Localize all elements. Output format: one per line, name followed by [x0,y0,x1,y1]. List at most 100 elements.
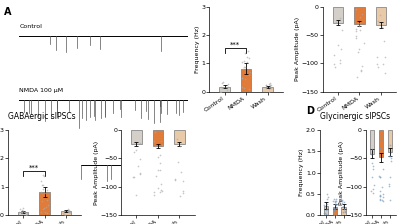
Bar [131,130,142,144]
Point [242,77,248,80]
Point [180,189,186,192]
Y-axis label: Frequency (Hz): Frequency (Hz) [195,26,200,73]
Point [43,211,50,215]
Point [64,209,71,213]
Point [153,174,159,177]
Point [335,43,342,47]
Point [375,19,381,22]
Point [378,134,384,138]
Point [342,210,348,213]
Point [155,168,161,172]
Point [377,199,383,202]
Point [218,85,224,89]
Point [172,178,178,182]
Point [386,182,392,185]
Point [337,58,344,62]
Point [241,65,248,69]
Point [369,147,376,151]
Point [137,142,144,145]
Point [158,140,164,143]
Point [333,206,340,209]
Point [322,211,329,215]
Point [158,182,164,186]
Point [376,197,383,201]
Point [376,195,383,198]
Point [332,200,338,204]
Point [218,90,224,93]
Point [331,206,337,210]
Point [23,213,30,217]
Point [177,194,183,197]
Text: ***: *** [230,41,240,47]
Point [265,83,272,86]
Point [154,186,161,190]
Point [156,190,163,194]
Point [177,144,184,148]
Point [263,83,270,87]
Point [324,207,331,211]
Point [61,213,67,216]
Bar [332,7,343,23]
Point [358,69,364,73]
Point [67,210,73,213]
Point [178,171,184,174]
Text: 20 pA: 20 pA [14,187,19,203]
Point [266,87,272,91]
Point [368,175,375,179]
Text: GABAergic sIPSCs: GABAergic sIPSCs [8,112,76,121]
Point [19,208,26,212]
Point [323,212,329,216]
Point [44,189,50,192]
Bar [174,130,185,144]
Bar [39,192,50,215]
Point [263,83,269,87]
Point [225,85,231,89]
Point [43,205,50,209]
Bar [18,212,28,215]
Point [339,202,345,205]
Point [377,194,383,198]
Bar [219,87,230,92]
Point [359,65,365,68]
Point [375,65,381,69]
Point [382,55,388,59]
Point [341,207,348,210]
Point [376,13,383,16]
Point [179,179,186,182]
Point [24,212,30,215]
Point [331,199,338,203]
Point [243,55,250,59]
Point [151,193,158,197]
Point [333,202,340,206]
Point [368,190,374,193]
Point [339,198,346,202]
Point [241,86,248,90]
Y-axis label: Peak Amplitude (pA): Peak Amplitude (pA) [94,140,99,205]
Point [41,210,48,214]
Point [338,47,344,51]
Point [217,90,224,93]
Point [370,168,376,171]
Point [356,21,362,25]
Point [134,164,141,168]
Point [245,88,252,91]
Point [339,199,345,202]
Point [352,34,359,37]
Point [379,168,386,171]
Point [242,65,248,69]
Point [218,81,225,85]
Point [263,87,269,90]
Point [353,7,359,11]
Point [245,50,251,53]
Point [380,192,386,196]
Point [222,85,229,89]
Point [16,210,23,214]
Point [356,29,363,32]
Point [324,202,330,206]
Y-axis label: Peak Amplitude (pA): Peak Amplitude (pA) [339,140,344,205]
Point [24,211,30,215]
Point [370,164,376,168]
Point [38,179,45,183]
Point [380,196,386,199]
Point [357,15,364,19]
